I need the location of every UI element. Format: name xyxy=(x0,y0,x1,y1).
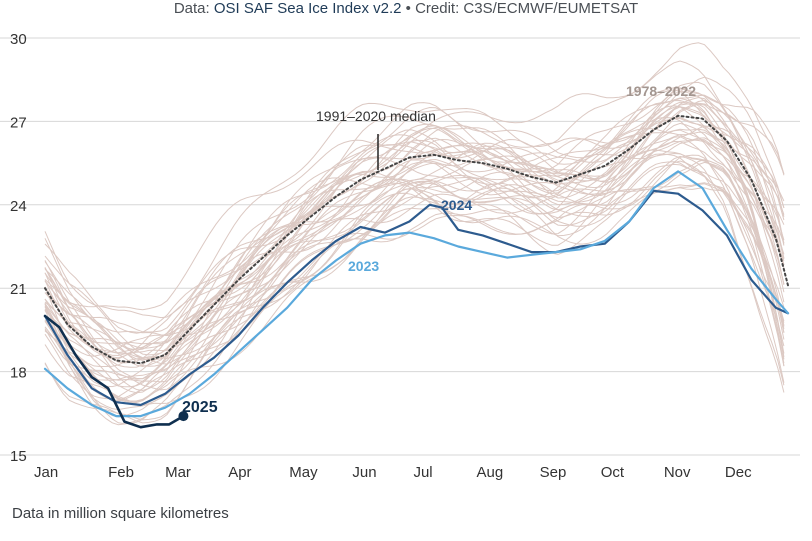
credit-line: Data: OSI SAF Sea Ice Index v2.2 • Credi… xyxy=(0,0,812,18)
climatology-line xyxy=(44,103,785,365)
y-tick-label-18: 18 xyxy=(10,365,27,382)
x-tick-label-jan: Jan xyxy=(34,464,58,481)
x-tick-label-apr: Apr xyxy=(228,464,251,481)
y-tick-label-15: 15 xyxy=(10,448,27,465)
climatology-line xyxy=(44,42,785,319)
x-tick-label-sep: Sep xyxy=(540,464,567,481)
climatology-line xyxy=(44,160,785,424)
climatology-line xyxy=(44,155,785,421)
climatology-line xyxy=(44,137,785,426)
label-median: 1991–2020 median xyxy=(316,108,436,124)
x-tick-label-aug: Aug xyxy=(477,464,504,481)
label-2023: 2023 xyxy=(348,258,379,274)
x-tick-label-jun: Jun xyxy=(352,464,376,481)
climatology-line xyxy=(44,90,785,367)
climatology-lines xyxy=(44,42,785,426)
climatology-line xyxy=(44,88,785,356)
x-tick-label-oct: Oct xyxy=(601,464,625,481)
series-2023-line xyxy=(43,170,790,418)
y-tick-label-27: 27 xyxy=(10,114,27,131)
y-tick-label-24: 24 xyxy=(10,198,27,215)
y-tick-label-21: 21 xyxy=(10,281,27,298)
sea-ice-chart: 15 18 21 24 27 30 1978–2022 1991–2020 median 202… xyxy=(0,31,800,481)
x-tick-label-jul: Jul xyxy=(413,464,432,481)
climatology-line xyxy=(44,163,785,404)
climatology-line xyxy=(44,149,785,402)
series-2025-line xyxy=(43,314,185,429)
climatology-line xyxy=(44,152,785,425)
climatology-line xyxy=(44,97,785,349)
credit-suffix: • Credit: C3S/ECMWF/EUMETSAT xyxy=(401,0,639,17)
label-2025: 2025 xyxy=(182,399,218,416)
label-1978-2022: 1978–2022 xyxy=(626,83,696,99)
series-2025-endpoint xyxy=(178,411,189,422)
series-2024-line xyxy=(43,189,790,407)
climatology-line xyxy=(44,153,785,388)
climatology-line xyxy=(44,138,785,357)
climatology-line xyxy=(44,154,785,391)
climatology-line xyxy=(44,101,785,333)
y-tick-label-30: 30 xyxy=(10,31,27,48)
x-tick-label-dec: Dec xyxy=(725,464,752,481)
climatology-line xyxy=(44,117,785,351)
climatology-line xyxy=(44,89,785,380)
label-2024: 2024 xyxy=(441,197,472,213)
median-line xyxy=(44,114,789,365)
climatology-line xyxy=(44,158,785,367)
credit-source: OSI SAF Sea Ice Index v2.2 xyxy=(213,0,402,17)
climatology-line xyxy=(44,117,785,368)
climatology-line xyxy=(44,105,785,394)
climatology-line xyxy=(44,161,785,411)
x-tick-label-nov: Nov xyxy=(664,464,691,481)
climatology-line xyxy=(44,180,785,402)
climatology-line xyxy=(44,87,785,334)
climatology-line xyxy=(44,182,785,401)
climatology-line xyxy=(44,106,785,392)
climatology-line xyxy=(44,127,785,360)
x-tick-label-feb: Feb xyxy=(108,464,134,481)
x-tick-label-mar: Mar xyxy=(165,464,191,481)
footnote: Data in million square kilometres xyxy=(12,505,229,522)
climatology-line xyxy=(44,182,785,400)
climatology-line xyxy=(44,76,785,337)
x-tick-label-may: May xyxy=(289,464,318,481)
credit-prefix: Data: xyxy=(173,0,214,17)
